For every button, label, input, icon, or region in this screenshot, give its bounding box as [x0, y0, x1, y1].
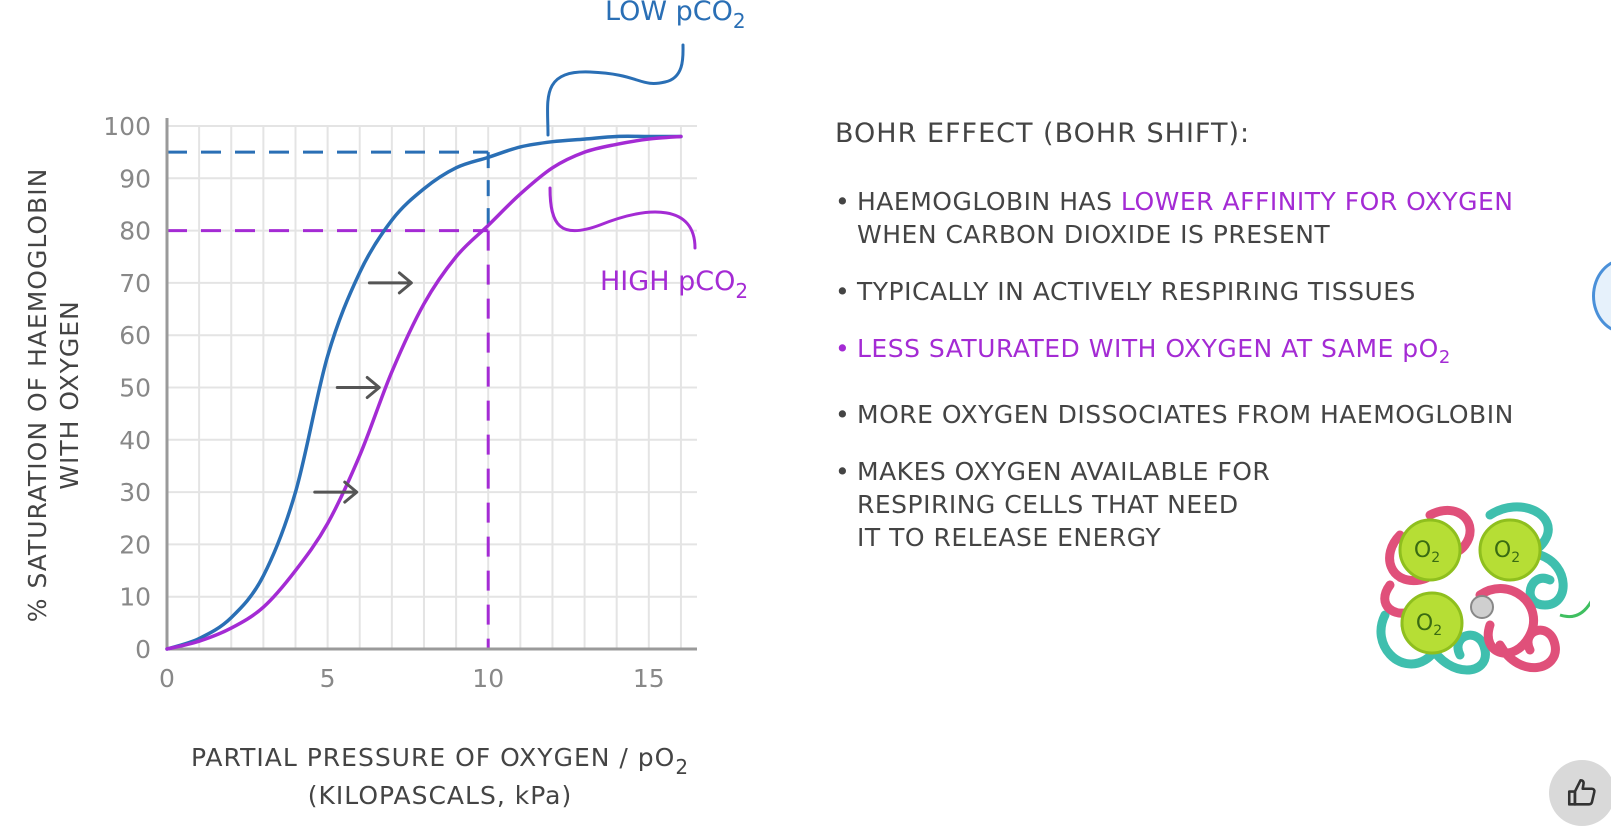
low-series-brace [546, 43, 685, 137]
y-tick-label: 80 [119, 217, 151, 246]
low-pco2-curve [165, 134, 683, 651]
high-pco2-curve [165, 134, 683, 651]
shift-arrows [313, 271, 413, 504]
note-less-saturated: LESS SATURATED WITH OXYGEN AT SAME pO2 [835, 332, 1611, 374]
notes-heading: BOHR EFFECT (BOHR SHIFT): [835, 118, 1251, 149]
y-tick-label: 50 [119, 374, 151, 403]
high-series-brace [548, 186, 697, 250]
x-axis-title: PARTIAL PRESSURE OF OXYGEN / pO2 [191, 743, 689, 779]
note-energy: MAKES OXYGEN AVAILABLE FOR RESPIRING CEL… [835, 455, 1611, 554]
shift-arrow [367, 271, 413, 295]
note-affinity-line2: WHEN CARBON DIOXIDE IS PRESENT [857, 220, 1331, 249]
note-energy-line1: MAKES OXYGEN AVAILABLE FOR [857, 457, 1271, 486]
shift-arrow-head [365, 376, 381, 399]
reference-lines [167, 150, 490, 649]
axes [165, 118, 697, 651]
haemoglobin-molecule-illustration: O2 O2 O2 [1376, 502, 1590, 675]
oxygen-dissociation-chart: 0 10 20 30 40 50 60 70 80 90 100 0 5 10 15 LOW pCO2 HI… [23, 0, 748, 810]
shift-arrow-head [343, 480, 359, 504]
tick-labels: 0 10 20 30 40 50 60 70 80 90 100 0 5 10 15 [103, 112, 664, 693]
note-energy-line2: RESPIRING CELLS THAT NEED [857, 490, 1239, 519]
note-affinity-text: HAEMOGLOBIN HAS [857, 187, 1121, 216]
y-tick-label: 0 [135, 635, 151, 664]
o2-label-3: O2 [1416, 611, 1442, 639]
shift-arrow-head [397, 271, 413, 295]
y-tick-label: 40 [119, 426, 151, 455]
x-tick-label: 10 [472, 664, 504, 693]
y-tick-label: 10 [119, 583, 151, 612]
y-tick-label: 30 [119, 478, 151, 507]
y-axis-title: % SATURATION OF HAEMOGLOBIN [23, 168, 52, 623]
note-dissociates: MORE OXYGEN DISSOCIATES FROM HAEMOGLOBIN [835, 398, 1611, 431]
x-tick-label: 5 [320, 664, 336, 693]
y-tick-label: 90 [119, 164, 151, 193]
bohr-effect-notes: BOHR EFFECT (BOHR SHIFT): HAEMOGLOBIN HA… [835, 118, 1611, 578]
y-tick-label: 20 [119, 530, 151, 559]
shift-arrow [335, 376, 381, 399]
y-tick-label: 60 [119, 321, 151, 350]
grid [167, 125, 697, 649]
x-axis-subtitle: (KILOPASCALS, kPa) [308, 781, 572, 810]
thumbs-up-icon [1567, 778, 1596, 806]
o2-label-1: O2 [1414, 538, 1440, 566]
note-tissues: TYPICALLY IN ACTIVELY RESPIRING TISSUES [835, 275, 1611, 308]
notes-list: HAEMOGLOBIN HAS LOWER AFFINITY FOR OXYGE… [835, 185, 1611, 554]
note-energy-line3: IT TO RELEASE ENERGY [857, 523, 1162, 552]
shift-arrow [313, 480, 359, 504]
note-less-saturated-sub: 2 [1438, 347, 1451, 368]
like-button[interactable] [1549, 760, 1611, 826]
x-tick-label: 15 [633, 664, 665, 693]
high-series-label: HIGH pCO2 [600, 266, 748, 303]
note-affinity-highlight: LOWER AFFINITY FOR OXYGEN [1120, 187, 1514, 216]
y-tick-label: 100 [103, 112, 151, 141]
y-tick-label: 70 [119, 269, 151, 298]
o2-label-2: O2 [1494, 538, 1520, 566]
series-curves [165, 134, 683, 651]
low-series-label: LOW pCO2 [605, 0, 746, 33]
note-affinity: HAEMOGLOBIN HAS LOWER AFFINITY FOR OXYGE… [835, 185, 1611, 251]
note-less-saturated-text: LESS SATURATED WITH OXYGEN AT SAME pO [857, 334, 1439, 363]
y-axis-title-line2: WITH OXYGEN [55, 300, 84, 489]
x-tick-label: 0 [159, 664, 175, 693]
